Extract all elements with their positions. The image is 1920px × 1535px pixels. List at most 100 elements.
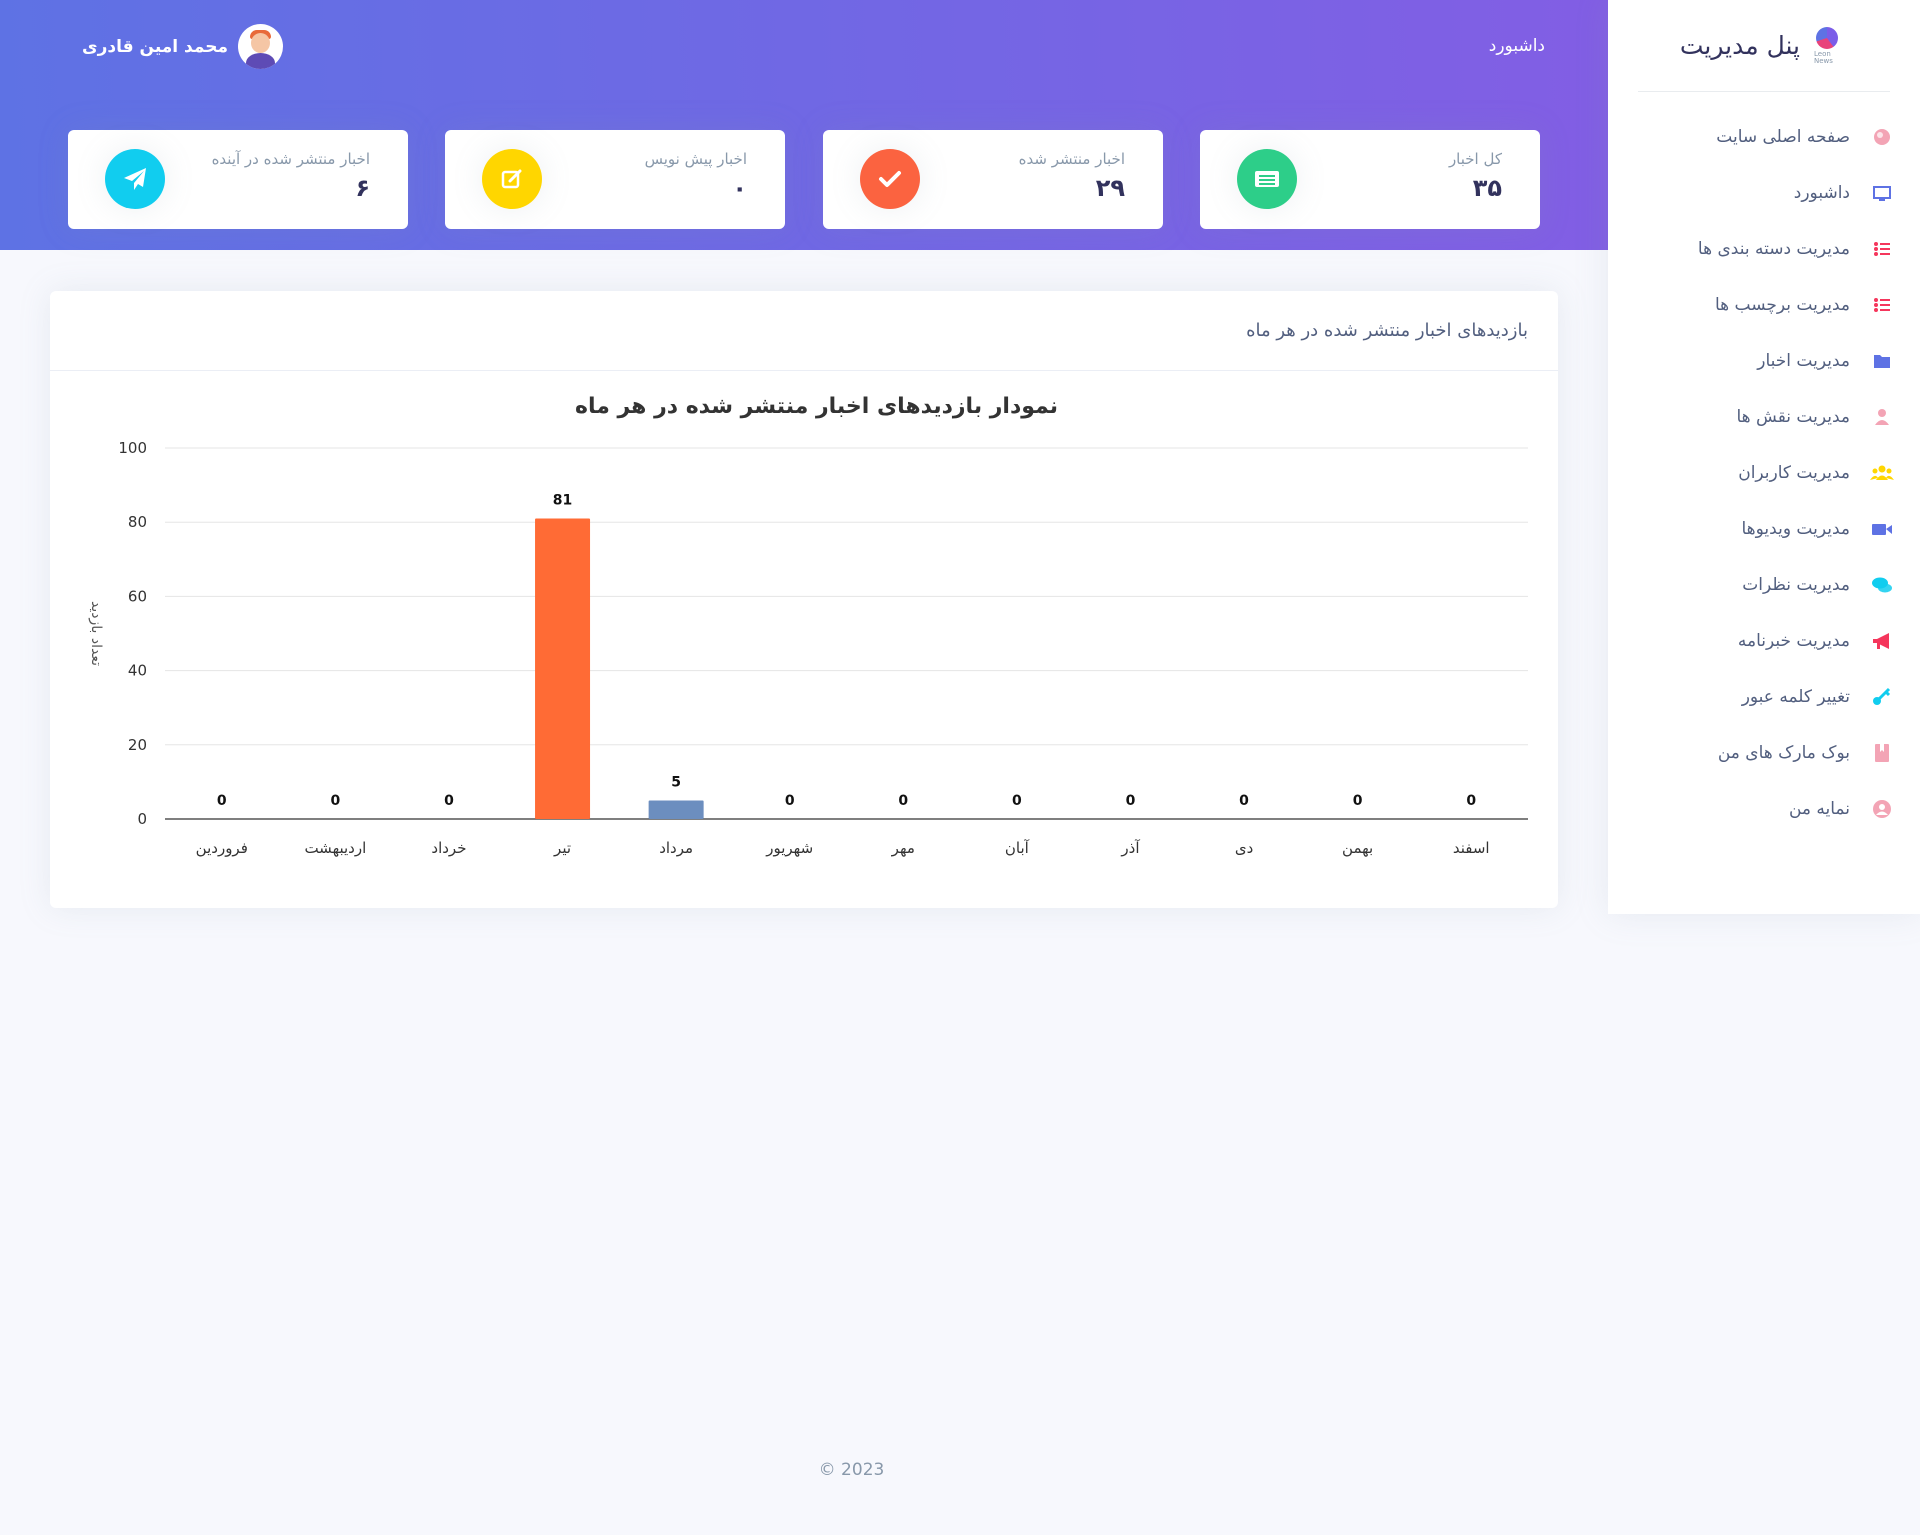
stat-value: ۶ [355,174,370,202]
x-tick-label: دی [1235,839,1253,857]
sidebar-item-label: داشبورد [1793,183,1850,203]
sidebar-item-label: مدیریت نقش ها [1736,407,1850,427]
sidebar-item-label: مدیریت نظرات [1742,575,1850,595]
sidebar-item-label: مدیریت کاربران [1738,463,1850,483]
x-tick-label: بهمن [1342,839,1373,857]
x-tick-label: شهریور [765,839,813,857]
y-tick-label: 40 [128,662,147,680]
stat-card-total-news: کل اخبار ۳۵ [1200,130,1540,229]
stat-card-published-news: اخبار منتشر شده ۲۹ [823,130,1163,229]
y-tick-label: 80 [128,513,147,531]
data-label: 0 [331,793,341,809]
bar [535,518,591,819]
x-tick-label: آذر [1120,839,1140,857]
list-icon [1870,237,1894,261]
megaphone-icon [1870,629,1894,653]
list-icon [1870,293,1894,317]
stat-card-scheduled-news: اخبار منتشر شده در آینده ۶ [68,130,408,229]
stat-value: ۳۵ [1472,174,1502,202]
chart-card-header: بازدیدهای اخبار منتشر شده در هر ماه [50,291,1558,371]
data-label: 0 [217,793,227,809]
data-label: 0 [1126,793,1136,809]
sidebar-item-news[interactable]: مدیریت اخبار [1608,333,1920,389]
sidebar-item-label: نمایه من [1788,799,1850,819]
edit-icon [482,149,542,209]
sidebar-item-videos[interactable]: مدیریت ویدیوها [1608,501,1920,557]
key-icon [1870,685,1894,709]
x-tick-label: فروردین [196,839,248,857]
bookmark-icon [1870,741,1894,765]
x-tick-label: مرداد [659,839,693,857]
comments-icon [1870,573,1894,597]
user-circle-icon [1870,797,1894,821]
sidebar-item-label: مدیریت ویدیوها [1741,519,1851,539]
stat-value: ۲۹ [1095,174,1125,202]
stat-title: اخبار پیش نویس [644,150,747,168]
user-icon [1870,405,1894,429]
page-header: داشبورد محمد امین قادری کل اخبار ۳۵ اخبا… [0,0,1608,250]
data-label: 0 [898,793,908,809]
sidebar-item-dashboard[interactable]: داشبورد [1608,165,1920,221]
x-tick-label: مهر [891,839,915,857]
chart-title: نمودار بازدیدهای اخبار منتشر شده در هر م… [575,394,1058,419]
chart-card: بازدیدهای اخبار منتشر شده در هر ماه نمود… [50,291,1558,908]
data-label: 0 [785,793,795,809]
sidebar-item-label: صفحه اصلی سایت [1716,127,1850,147]
bar [648,800,704,819]
sidebar-item-label: مدیریت دسته بندی ها [1697,239,1850,259]
sidebar: Leon News پنل مدیریت صفحه اصلی سایت داشب… [1608,0,1920,914]
footer-copyright: © 2023 [818,1460,885,1480]
sidebar-item-label: مدیریت برچسب ها [1715,295,1850,315]
stat-title: کل اخبار [1448,150,1502,168]
sidebar-item-label: مدیریت خبرنامه [1737,631,1850,651]
video-icon [1870,517,1894,541]
globe-icon [1870,125,1894,149]
stat-card-draft-news: اخبار پیش نویس ۰ [445,130,785,229]
y-axis-label: تعداد بازدید [88,601,104,666]
data-label: 0 [1239,793,1249,809]
sidebar-item-roles[interactable]: مدیریت نقش ها [1608,389,1920,445]
check-icon [860,149,920,209]
sidebar-item-change-password[interactable]: تغییر کلمه عبور [1608,669,1920,725]
data-label: 5 [671,774,681,790]
sidebar-item-site-home[interactable]: صفحه اصلی سایت [1608,109,1920,165]
y-tick-label: 60 [128,587,147,605]
users-icon [1870,461,1894,485]
paper-plane-icon [105,149,165,209]
sidebar-nav: صفحه اصلی سایت داشبورد مدیریت دسته بندی … [1608,92,1920,837]
breadcrumb[interactable]: داشبورد [1488,36,1545,56]
user-menu[interactable]: محمد امین قادری [82,24,284,69]
stat-value: ۰ [732,174,747,202]
logo: Leon News [1814,25,1840,67]
sidebar-item-profile[interactable]: نمایه من [1608,781,1920,837]
brand-title[interactable]: پنل مدیریت [1679,31,1800,60]
newspaper-icon [1237,149,1297,209]
y-tick-label: 100 [118,439,147,457]
stat-title: اخبار منتشر شده [1018,150,1125,168]
sidebar-item-categories[interactable]: مدیریت دسته بندی ها [1608,221,1920,277]
sidebar-item-label: تغییر کلمه عبور [1741,687,1850,707]
chart-card-title: بازدیدهای اخبار منتشر شده در هر ماه [1246,320,1528,341]
data-label: 0 [1353,793,1363,809]
folder-icon [1870,349,1894,373]
bar-chart: نمودار بازدیدهای اخبار منتشر شده در هر م… [88,394,1528,857]
sidebar-item-users[interactable]: مدیریت کاربران [1608,445,1920,501]
sidebar-item-newsletter[interactable]: مدیریت خبرنامه [1608,613,1920,669]
x-tick-label: تیر [553,839,571,857]
data-label: 0 [444,793,454,809]
x-tick-label: اسفند [1453,839,1490,857]
brand[interactable]: Leon News پنل مدیریت [1638,0,1890,92]
x-tick-label: آبان [1005,839,1030,857]
stat-title: اخبار منتشر شده در آینده [211,150,370,168]
data-label: 81 [553,492,572,508]
avatar[interactable] [238,24,284,69]
data-label: 0 [1466,793,1476,809]
data-label: 0 [1012,793,1022,809]
sidebar-item-comments[interactable]: مدیریت نظرات [1608,557,1920,613]
sidebar-item-bookmarks[interactable]: بوک مارک های من [1608,725,1920,781]
user-name[interactable]: محمد امین قادری [82,36,229,57]
monitor-icon [1870,181,1894,205]
x-tick-label: خرداد [431,839,466,857]
sidebar-item-tags[interactable]: مدیریت برچسب ها [1608,277,1920,333]
sidebar-item-label: بوک مارک های من [1717,743,1850,763]
